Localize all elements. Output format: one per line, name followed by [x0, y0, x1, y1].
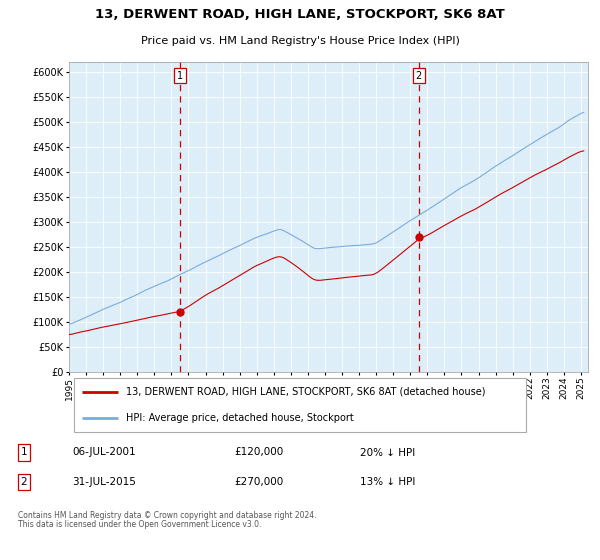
Text: £270,000: £270,000: [234, 477, 283, 487]
FancyBboxPatch shape: [74, 377, 526, 432]
Text: HPI: Average price, detached house, Stockport: HPI: Average price, detached house, Stoc…: [126, 413, 354, 423]
Text: 13% ↓ HPI: 13% ↓ HPI: [360, 477, 415, 487]
Text: 06-JUL-2001: 06-JUL-2001: [72, 447, 136, 458]
Text: 13, DERWENT ROAD, HIGH LANE, STOCKPORT, SK6 8AT (detached house): 13, DERWENT ROAD, HIGH LANE, STOCKPORT, …: [126, 386, 485, 396]
Text: £120,000: £120,000: [234, 447, 283, 458]
Text: Contains HM Land Registry data © Crown copyright and database right 2024.: Contains HM Land Registry data © Crown c…: [18, 511, 317, 520]
Text: 20% ↓ HPI: 20% ↓ HPI: [360, 447, 415, 458]
Text: 1: 1: [177, 71, 183, 81]
Text: 31-JUL-2015: 31-JUL-2015: [72, 477, 136, 487]
Text: 13, DERWENT ROAD, HIGH LANE, STOCKPORT, SK6 8AT: 13, DERWENT ROAD, HIGH LANE, STOCKPORT, …: [95, 8, 505, 21]
Text: 2: 2: [20, 477, 28, 487]
Text: This data is licensed under the Open Government Licence v3.0.: This data is licensed under the Open Gov…: [18, 520, 262, 529]
Text: 1: 1: [20, 447, 28, 458]
Text: 2: 2: [416, 71, 422, 81]
Text: Price paid vs. HM Land Registry's House Price Index (HPI): Price paid vs. HM Land Registry's House …: [140, 36, 460, 46]
